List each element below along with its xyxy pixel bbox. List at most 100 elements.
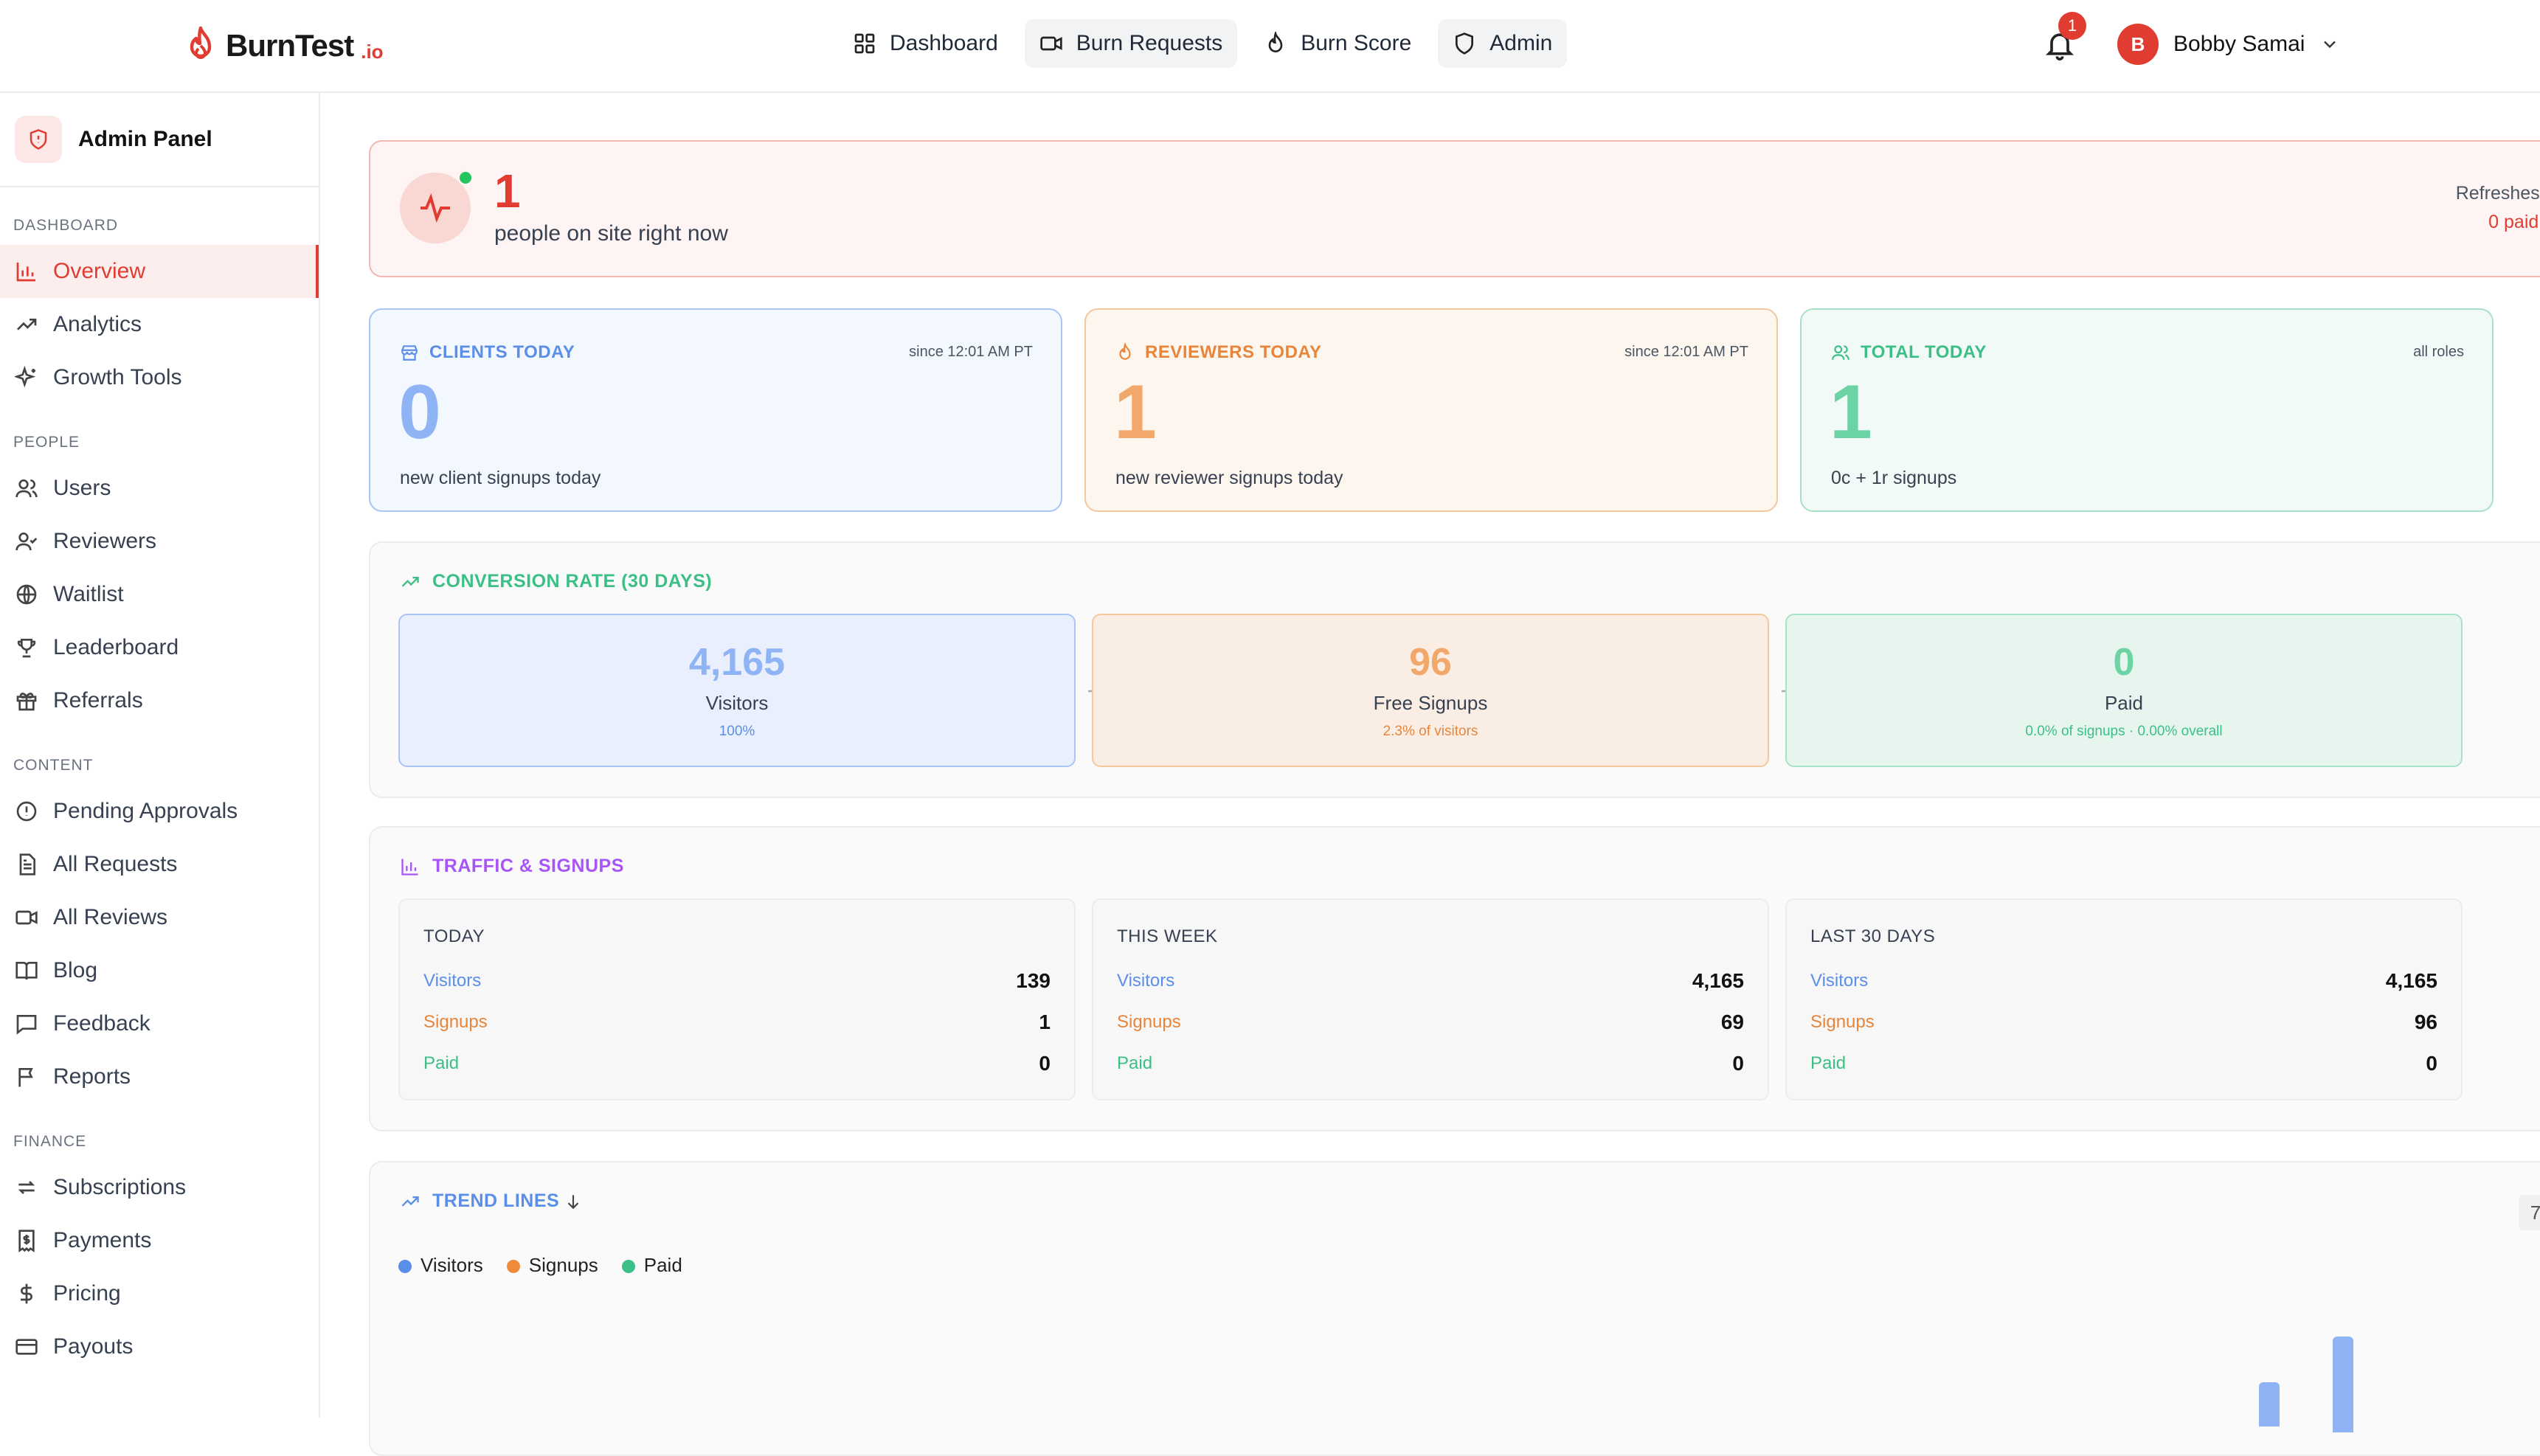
brand-logo[interactable]: BurnTest .io xyxy=(183,22,384,69)
refresh-note: Refreshes every 30s xyxy=(2455,183,2540,204)
conversion-title-text: CONVERSION RATE (30 DAYS) xyxy=(432,571,713,592)
nav-dashboard-label: Dashboard xyxy=(890,31,998,55)
nav-burn-requests[interactable]: Burn Requests xyxy=(1024,19,1238,68)
trend-bar xyxy=(2259,1382,2280,1426)
sidebar-item-pending-approvals[interactable]: Pending Approvals xyxy=(0,785,319,838)
card-since: all roles xyxy=(2413,344,2464,360)
grid-icon xyxy=(854,33,875,54)
traffic-row-signups: Signups 96 xyxy=(1810,1008,2437,1037)
trend-legend: Visitors Signups Paid xyxy=(398,1254,682,1277)
sidebar-item-label: All Reviews xyxy=(53,905,168,929)
sidebar-section-content: CONTENT xyxy=(13,757,94,774)
sidebar-item-all-requests[interactable]: All Requests xyxy=(0,838,319,891)
row-value: 1 xyxy=(1039,1010,1051,1033)
sidebar: Admin Panel DASHBOARD Overview Analytics… xyxy=(0,93,320,1418)
trend-panel: TREND LINES 7d 30d Visitors Signups Paid xyxy=(369,1161,2540,1456)
period-label: THIS WEEK xyxy=(1117,926,1218,946)
card-since: since 12:01 AM PT xyxy=(909,344,1033,360)
nav-dashboard[interactable]: Dashboard xyxy=(838,19,1013,68)
sidebar-section-people: PEOPLE xyxy=(13,434,80,451)
sidebar-item-growth-tools[interactable]: Growth Tools xyxy=(0,351,319,404)
card-title: CLIENTS TODAY xyxy=(400,342,575,363)
row-value: 0 xyxy=(1039,1052,1051,1075)
traffic-title: TRAFFIC & SIGNUPS xyxy=(400,856,624,877)
avatar: B xyxy=(2117,24,2159,65)
sidebar-item-subscriptions[interactable]: Subscriptions xyxy=(0,1161,319,1214)
legend-signups[interactable]: Signups xyxy=(506,1254,598,1277)
sidebar-section-dashboard: DASHBOARD xyxy=(13,217,119,234)
sidebar-item-all-reviews[interactable]: All Reviews xyxy=(0,891,319,944)
nav-admin[interactable]: Admin xyxy=(1438,19,1568,68)
dollar-icon xyxy=(21,1283,32,1304)
shield-icon xyxy=(1456,32,1474,55)
sidebar-item-label: Waitlist xyxy=(53,582,124,606)
nav-burn-requests-label: Burn Requests xyxy=(1076,31,1223,55)
receipt-icon xyxy=(18,1230,35,1252)
brand-tld: .io xyxy=(361,40,384,63)
sidebar-item-users[interactable]: Users xyxy=(0,462,319,515)
sidebar-item-label: Reviewers xyxy=(53,529,157,553)
nav-burn-score[interactable]: Burn Score xyxy=(1249,19,1426,68)
brand-name: BurnTest xyxy=(226,28,354,63)
range-7d[interactable]: 7d xyxy=(2518,1195,2540,1230)
activity-icon xyxy=(400,173,471,243)
conversion-step-signups: 96 Free Signups 2.3% of visitors xyxy=(1092,614,1769,767)
sidebar-item-label: Payments xyxy=(53,1228,152,1252)
traffic-period-30-days: LAST 30 DAYS Visitors 4,165 Signups 96 Pai… xyxy=(1785,898,2463,1100)
conversion-panel: CONVERSION RATE (30 DAYS) 4,165 Visitors… xyxy=(369,541,2540,798)
card-title-text: REVIEWERS TODAY xyxy=(1145,342,1322,362)
sidebar-item-label: Analytics xyxy=(53,312,142,336)
chevron-down-icon xyxy=(2324,41,2336,49)
sidebar-item-label: Subscriptions xyxy=(53,1175,187,1199)
legend-paid[interactable]: Paid xyxy=(621,1254,682,1277)
sidebar-item-reviewers[interactable]: Reviewers xyxy=(0,515,319,568)
user-menu[interactable]: B Bobby Samai xyxy=(2117,24,2340,65)
sidebar-item-waitlist[interactable]: Waitlist xyxy=(0,568,319,621)
trending-up-icon xyxy=(17,319,37,330)
notification-badge: 1 xyxy=(2058,12,2086,40)
sidebar-item-pricing[interactable]: Pricing xyxy=(0,1267,319,1320)
sidebar-item-overview[interactable]: Overview xyxy=(0,245,319,298)
live-text: people on site right now xyxy=(494,221,728,246)
sidebar-item-reports[interactable]: Reports xyxy=(0,1050,319,1103)
sidebar-item-analytics[interactable]: Analytics xyxy=(0,298,319,351)
row-label: Paid xyxy=(423,1053,460,1073)
conversion-value: 0 xyxy=(2113,641,2135,684)
sidebar-item-blog[interactable]: Blog xyxy=(0,944,319,997)
row-label: Paid xyxy=(1117,1053,1153,1073)
card-title: REVIEWERS TODAY xyxy=(1115,342,1322,363)
card-value: 1 xyxy=(1114,370,1157,455)
row-value: 4,165 xyxy=(1692,969,1744,992)
traffic-row-visitors: Visitors 139 xyxy=(423,966,1051,996)
bar-chart-icon xyxy=(16,263,35,282)
online-indicator xyxy=(457,170,474,186)
conversion-step-paid: 0 Paid 0.0% of signups · 0.00% overall xyxy=(1785,614,2463,767)
card-since: since 12:01 AM PT xyxy=(1624,344,1748,360)
traffic-row-signups: Signups 1 xyxy=(423,1008,1051,1037)
trend-title-text: TREND LINES xyxy=(432,1190,560,1211)
trend-title[interactable]: TREND LINES xyxy=(400,1190,583,1212)
sidebar-item-payments[interactable]: Payments xyxy=(0,1214,319,1267)
traffic-row-paid: Paid 0 xyxy=(423,1049,1051,1078)
sidebar-item-referrals[interactable]: Referrals xyxy=(0,674,319,727)
row-value: 96 xyxy=(2414,1010,2437,1033)
traffic-row-paid: Paid 0 xyxy=(1117,1049,1744,1078)
row-label: Paid xyxy=(1810,1053,1847,1073)
row-value: 4,165 xyxy=(2385,969,2437,992)
row-label: Signups xyxy=(1810,1012,1875,1032)
card-value: 0 xyxy=(398,370,441,455)
reviewers-today-card: REVIEWERS TODAY since 12:01 AM PT 1 new … xyxy=(1084,308,1778,512)
user-name: Bobby Samai xyxy=(2173,32,2305,56)
card-title-text: CLIENTS TODAY xyxy=(429,342,575,362)
sidebar-item-feedback[interactable]: Feedback xyxy=(0,997,319,1050)
traffic-row-visitors: Visitors 4,165 xyxy=(1117,966,1744,996)
conversion-pct: 0.0% of signups · 0.00% overall xyxy=(2025,724,2223,739)
sidebar-item-leaderboard[interactable]: Leaderboard xyxy=(0,621,319,674)
card-value: 1 xyxy=(1830,370,1872,455)
nav-burn-score-label: Burn Score xyxy=(1301,31,1412,55)
row-value: 69 xyxy=(1720,1010,1744,1033)
sidebar-item-label: Leaderboard xyxy=(53,635,179,659)
legend-visitors[interactable]: Visitors xyxy=(398,1254,483,1277)
sidebar-item-payouts[interactable]: Payouts xyxy=(0,1320,319,1373)
flag-icon xyxy=(18,1068,33,1087)
